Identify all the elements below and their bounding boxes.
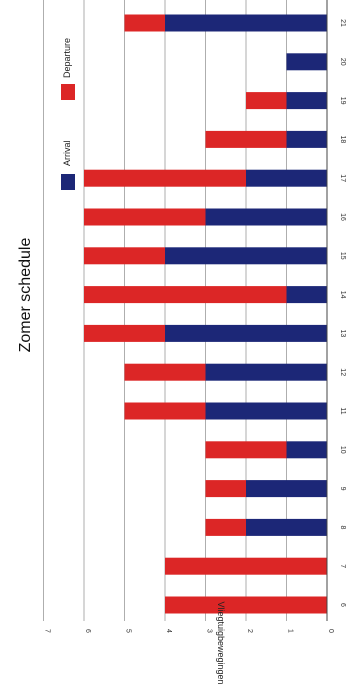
bar-arrival-8 — [246, 518, 327, 536]
legend: Arrival Departure — [61, 38, 75, 190]
bar-departure-21 — [124, 14, 165, 32]
bar-departure-6 — [165, 596, 327, 614]
bar-arrival-18 — [286, 130, 327, 148]
x-tick-label: 9 — [339, 487, 346, 491]
bar-arrival-10 — [286, 441, 327, 459]
bar-arrival-20 — [286, 53, 327, 71]
x-tick-label: 8 — [339, 525, 346, 529]
bar-departure-19 — [246, 92, 287, 110]
bar-departure-15 — [84, 247, 165, 265]
y-tick-label: 3 — [206, 629, 213, 633]
x-tick-label: 11 — [339, 407, 346, 414]
y-tick-label: 1 — [287, 629, 294, 633]
x-tick-label: 17 — [339, 174, 346, 182]
bars — [84, 14, 327, 614]
y-axis-label: Vliegtuigbewegingen — [216, 601, 226, 684]
legend-swatch-departure — [61, 84, 75, 100]
bar-arrival-14 — [286, 286, 327, 304]
bar-departure-13 — [84, 324, 165, 342]
x-tick-label: 15 — [339, 252, 346, 260]
bar-departure-14 — [84, 286, 287, 304]
legend-label-departure: Departure — [62, 38, 72, 78]
bar-arrival-21 — [165, 14, 327, 32]
y-tick-label: 2 — [246, 629, 253, 633]
legend-label-arrival: Arrival — [62, 140, 72, 166]
bar-arrival-13 — [165, 324, 327, 342]
x-tick-label: 13 — [339, 330, 346, 338]
x-tick-label: 21 — [339, 19, 346, 27]
bar-arrival-19 — [286, 92, 327, 110]
y-axis: 0 1 2 3 4 5 6 7 — [44, 629, 335, 633]
x-tick-label: 10 — [339, 446, 346, 454]
legend-swatch-arrival — [61, 174, 75, 190]
bar-departure-9 — [205, 480, 246, 498]
x-tick-label: 20 — [339, 58, 346, 66]
x-tick-label: 16 — [339, 213, 346, 221]
bar-departure-8 — [205, 518, 246, 536]
bar-arrival-12 — [205, 363, 327, 381]
bar-arrival-9 — [246, 480, 327, 498]
bar-arrival-16 — [205, 208, 327, 226]
chart-title: Zomer schedule — [17, 238, 34, 353]
x-axis: 678910111213141516171819202122 — [326, 0, 346, 621]
x-tick-label: 14 — [339, 291, 346, 299]
y-tick-label: 7 — [44, 629, 51, 633]
x-tick-label: 19 — [339, 97, 346, 105]
x-tick-label: 7 — [339, 564, 346, 568]
bar-arrival-17 — [246, 169, 327, 187]
x-tick-label: 12 — [339, 368, 346, 376]
bar-departure-11 — [124, 402, 206, 420]
y-tick-label: 6 — [84, 629, 91, 633]
bar-arrival-11 — [205, 402, 327, 420]
bar-departure-10 — [205, 441, 287, 459]
y-tick-label: 5 — [125, 629, 132, 633]
bar-departure-18 — [205, 130, 287, 148]
y-tick-label: 4 — [165, 629, 172, 633]
bar-departure-7 — [165, 557, 327, 575]
bar-departure-12 — [124, 363, 206, 381]
bar-departure-16 — [84, 208, 206, 226]
y-tick-label: 0 — [327, 629, 334, 633]
x-tick-label: 18 — [339, 136, 346, 144]
bar-arrival-15 — [165, 247, 327, 265]
x-tick-label: 6 — [339, 603, 346, 607]
bar-departure-17 — [84, 169, 246, 187]
